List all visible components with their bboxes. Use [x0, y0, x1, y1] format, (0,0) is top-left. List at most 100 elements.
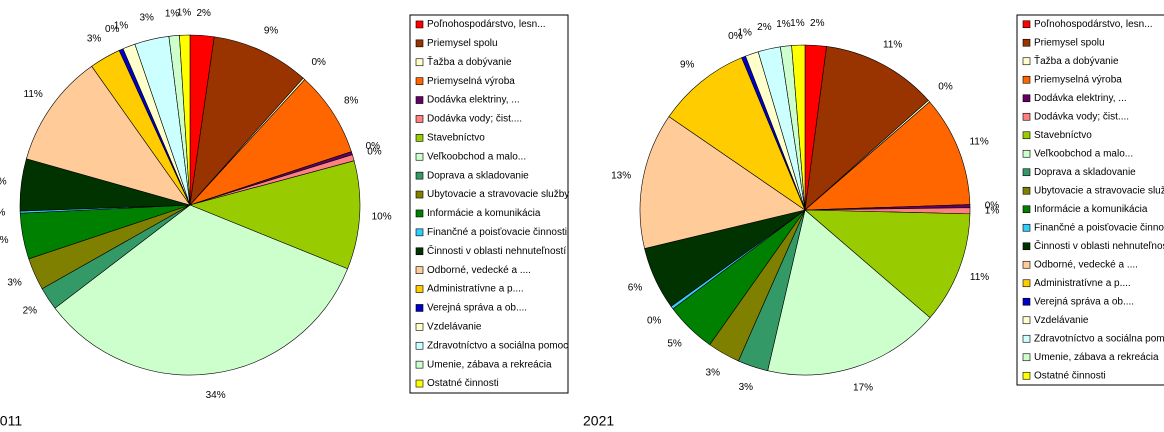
legend-box — [1016, 14, 1164, 386]
legend-label: Činnosti v oblasti nehnuteľností — [427, 244, 566, 257]
legend-swatch — [1022, 75, 1031, 84]
slice-label: 11% — [970, 272, 989, 283]
slice-label: 1% — [985, 206, 1000, 217]
legend-label: Priemyselná výroba — [1034, 74, 1122, 85]
pie-slice — [189, 36, 304, 206]
legend-label: Zdravotníctvo a sociálna pomoc — [427, 340, 568, 351]
legend-swatch — [1022, 205, 1031, 214]
legend-label: Ostatné činnosti — [1034, 370, 1106, 381]
legend-swatch — [1022, 131, 1031, 140]
legend-swatch — [1022, 149, 1031, 158]
legend-label: Informácie a komunikácia — [1034, 204, 1148, 215]
legend-swatch — [415, 134, 424, 142]
pie-slice — [668, 57, 806, 211]
legend-swatch — [415, 360, 424, 369]
legend-swatch — [1022, 57, 1031, 66]
legend-label: Priemysel spolu — [1034, 37, 1105, 48]
slice-label: 8% — [344, 95, 359, 106]
legend-swatch — [1022, 168, 1031, 177]
legend-label: Doprava a skladovanie — [427, 170, 529, 181]
pie-slice — [767, 209, 931, 376]
slice-label: 1% — [165, 8, 180, 19]
legend-swatch — [1022, 334, 1031, 343]
legend-swatch — [1022, 94, 1031, 103]
slice-label: 2% — [757, 22, 772, 33]
slice-label: 0% — [0, 208, 6, 219]
legend-swatch — [415, 58, 424, 67]
slice-label: 0% — [105, 24, 120, 35]
legend-swatch — [415, 96, 424, 104]
legend-label: Ťažba a dobývanie — [1034, 54, 1119, 67]
slice-label: 10% — [372, 211, 392, 222]
legend-label: Dodávka elektriny, ... — [427, 95, 520, 106]
legend-box — [409, 14, 569, 394]
chart-title: 2011 — [0, 413, 22, 429]
legend-swatch — [1022, 242, 1031, 251]
legend-swatch — [415, 341, 424, 350]
slice-label: 0% — [311, 57, 326, 68]
legend: Poľnohospodárstvo, lesn... Priemysel spol… — [1016, 14, 1164, 386]
slice-label: 34% — [206, 390, 226, 401]
legend-swatch — [1022, 353, 1031, 362]
legend-label: Finančné a poisťovacie činnosti — [427, 227, 567, 238]
legend-swatch — [1022, 260, 1031, 269]
pie-slice — [804, 209, 971, 319]
pie-slice — [26, 65, 191, 206]
chart-title: 2021 — [583, 413, 614, 429]
pie-slice — [179, 34, 191, 206]
legend-swatch — [415, 228, 424, 237]
legend-label: Verejná správa a ob.... — [1034, 296, 1134, 307]
legend-swatch — [1022, 316, 1031, 325]
slice-label: 1% — [790, 18, 805, 29]
legend-swatch — [1022, 186, 1031, 195]
slice-label: 2% — [810, 18, 825, 29]
slice-label: 5% — [0, 177, 7, 188]
legend-label: Odborné, vedecké a .... — [427, 265, 531, 276]
slice-label: 3% — [706, 367, 721, 378]
legend-label: Ťažba a dobývanie — [427, 55, 512, 68]
slice-label: 3% — [7, 278, 22, 289]
slice-label: 11% — [24, 89, 43, 100]
legend-label: Ubytovacie a stravovacie služby — [1034, 185, 1164, 196]
legend-label: Stavebníctvo — [427, 132, 485, 143]
legend-swatch — [415, 323, 424, 331]
legend-label: Priemyselná výroba — [427, 76, 515, 87]
slice-label: 0% — [728, 31, 743, 42]
legend-label: Umenie, zábava a rekreácia — [427, 359, 552, 370]
slice-label: 2% — [197, 8, 212, 19]
legend-label: Ubytovacie a stravovacie služby — [427, 189, 569, 200]
slice-label: 0% — [366, 141, 381, 152]
legend-swatch — [415, 171, 424, 180]
legend-swatch — [415, 77, 424, 85]
legend-label: Administratívne a p.... — [1034, 278, 1131, 289]
slice-label: 9% — [264, 26, 279, 37]
legend-swatch — [415, 115, 424, 123]
legend-label: Zdravotníctvo a sociálna pomoc — [1034, 333, 1164, 344]
slice-label: 9% — [680, 59, 695, 70]
slice-label: 11% — [883, 39, 902, 50]
legend-label: Stavebníctvo — [1034, 130, 1092, 141]
legend-label: Dodávka elektriny, ... — [1034, 93, 1127, 104]
legend: Poľnohospodárstvo, lesn... Priemysel spol… — [409, 14, 569, 394]
slice-label: 11% — [969, 136, 988, 147]
slice-label: 4% — [0, 235, 9, 246]
legend-label: Veľkoobchod a malo... — [427, 151, 526, 162]
legend-label: Činnosti v oblasti nehnuteľností — [1034, 239, 1164, 252]
slice-label: 17% — [853, 382, 873, 393]
legend-swatch — [1022, 38, 1031, 47]
legend-swatch — [415, 152, 424, 161]
legend-label: Vzdelávanie — [1034, 315, 1089, 326]
legend-swatch — [1022, 112, 1031, 121]
legend-label: Poľnohospodárstvo, lesn... — [1034, 19, 1153, 30]
slice-label: 3% — [87, 33, 102, 44]
pie-slice — [189, 160, 361, 270]
legend-swatch — [1022, 20, 1031, 29]
legend-swatch — [1022, 297, 1031, 306]
legend-swatch — [415, 285, 424, 293]
legend-label: Ostatné činnosti — [427, 378, 499, 389]
legend-swatch — [1022, 223, 1031, 232]
slice-label: 3% — [140, 13, 155, 24]
legend-swatch — [1022, 279, 1031, 288]
legend-label: Dodávka vody; čist.... — [427, 114, 522, 125]
